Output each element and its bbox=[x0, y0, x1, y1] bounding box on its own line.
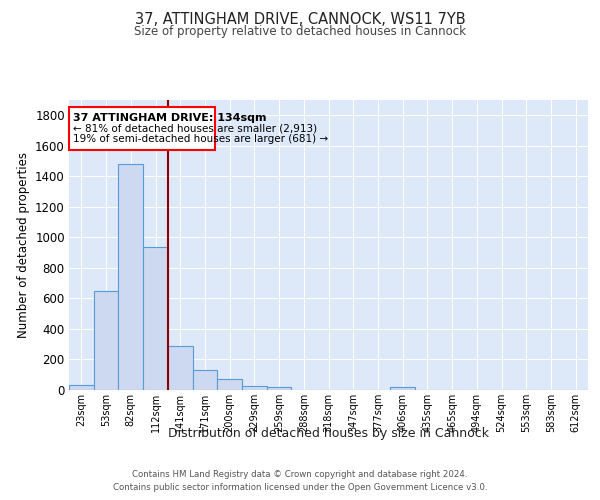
Text: 37 ATTINGHAM DRIVE: 134sqm: 37 ATTINGHAM DRIVE: 134sqm bbox=[73, 113, 266, 123]
Bar bbox=[94, 291, 118, 390]
Text: 37, ATTINGHAM DRIVE, CANNOCK, WS11 7YB: 37, ATTINGHAM DRIVE, CANNOCK, WS11 7YB bbox=[134, 12, 466, 28]
Bar bbox=[242, 386, 267, 390]
Text: Contains public sector information licensed under the Open Government Licence v3: Contains public sector information licen… bbox=[113, 482, 487, 492]
Text: ← 81% of detached houses are smaller (2,913): ← 81% of detached houses are smaller (2,… bbox=[73, 124, 317, 134]
Bar bbox=[143, 246, 168, 390]
Text: Contains HM Land Registry data © Crown copyright and database right 2024.: Contains HM Land Registry data © Crown c… bbox=[132, 470, 468, 479]
Bar bbox=[390, 387, 415, 390]
Bar bbox=[217, 380, 242, 390]
Text: Size of property relative to detached houses in Cannock: Size of property relative to detached ho… bbox=[134, 25, 466, 38]
Bar bbox=[118, 164, 143, 390]
Bar bbox=[267, 387, 292, 390]
Bar bbox=[168, 346, 193, 390]
Bar bbox=[193, 370, 217, 390]
FancyBboxPatch shape bbox=[69, 107, 215, 150]
Text: 19% of semi-detached houses are larger (681) →: 19% of semi-detached houses are larger (… bbox=[73, 134, 328, 143]
Text: Distribution of detached houses by size in Cannock: Distribution of detached houses by size … bbox=[168, 428, 490, 440]
Bar bbox=[69, 384, 94, 390]
Y-axis label: Number of detached properties: Number of detached properties bbox=[17, 152, 29, 338]
